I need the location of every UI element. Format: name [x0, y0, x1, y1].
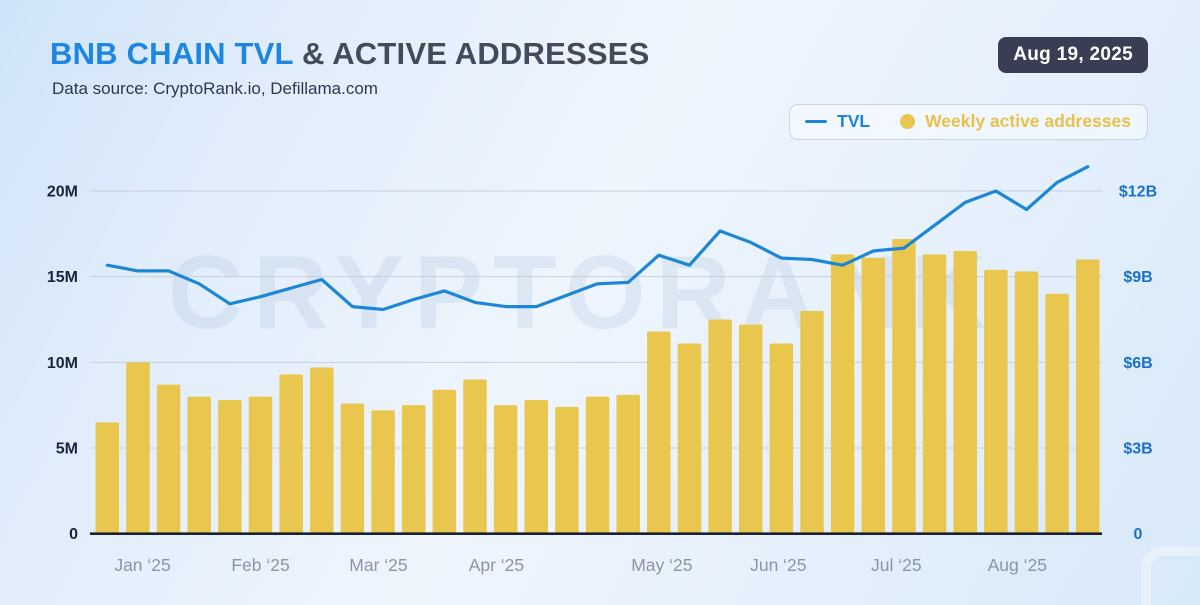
x-axis-label: Jan ‘25 — [114, 555, 170, 575]
y-axis-label-right: $6B — [1123, 355, 1152, 372]
dot-swatch-icon — [900, 114, 916, 129]
bar-weekly-active-addresses — [248, 396, 273, 534]
bar-weekly-active-addresses — [340, 403, 365, 534]
bar-weekly-active-addresses — [708, 319, 732, 534]
bar-weekly-active-addresses — [738, 324, 763, 534]
bar-weekly-active-addresses — [1045, 293, 1069, 534]
x-axis-label: May ‘25 — [631, 555, 692, 575]
legend-item-tvl[interactable]: TVL — [805, 111, 870, 132]
bar-weekly-active-addresses — [126, 362, 150, 534]
legend-item-addresses[interactable]: Weekly active addresses — [900, 111, 1131, 132]
bar-weekly-active-addresses — [861, 257, 886, 534]
x-axis-label: Apr ‘25 — [469, 555, 524, 575]
bar-weekly-active-addresses — [677, 343, 702, 534]
bar-weekly-active-addresses — [1014, 271, 1039, 534]
bar-weekly-active-addresses — [800, 310, 824, 534]
watermark-logo-icon — [1141, 546, 1200, 605]
x-axis-label: Aug ‘25 — [988, 555, 1047, 575]
bar-weekly-active-addresses — [432, 389, 457, 534]
x-axis-label: Jun ‘25 — [750, 555, 806, 575]
bar-weekly-active-addresses — [892, 238, 916, 534]
bar-weekly-active-addresses — [279, 374, 303, 534]
x-axis-label: Mar ‘25 — [349, 555, 407, 575]
bar-weekly-active-addresses — [156, 384, 181, 534]
legend-tvl-label: TVL — [837, 111, 871, 131]
y-axis-label-left: 20M — [47, 183, 78, 200]
bar-weekly-active-addresses — [493, 405, 518, 534]
chart-legend: TVL Weekly active addresses — [789, 104, 1148, 140]
y-axis-label-right: $9B — [1123, 269, 1152, 286]
bar-weekly-active-addresses — [371, 410, 395, 534]
page-title-secondary: & ACTIVE ADDRESSES — [301, 36, 650, 71]
bar-weekly-active-addresses — [585, 396, 610, 534]
bar-weekly-active-addresses — [401, 405, 426, 534]
y-axis-label-right: 0 — [1134, 526, 1143, 543]
bar-weekly-active-addresses — [922, 254, 947, 534]
y-axis-label-left: 5M — [56, 441, 78, 458]
y-axis-label-left: 15M — [47, 269, 78, 286]
bar-weekly-active-addresses — [1076, 259, 1100, 534]
bar-weekly-active-addresses — [647, 331, 671, 534]
x-axis-label: Feb ‘25 — [231, 555, 289, 575]
date-badge: Aug 19, 2025 — [998, 37, 1148, 73]
y-axis-label-right: $3B — [1123, 441, 1152, 458]
bar-weekly-active-addresses — [616, 394, 640, 534]
bar-weekly-active-addresses — [95, 422, 120, 534]
y-axis-label-right: $12B — [1119, 183, 1157, 200]
tvl-line — [105, 165, 1090, 312]
bar-weekly-active-addresses — [463, 379, 487, 534]
y-axis-label-left: 0 — [69, 526, 78, 543]
bar-weekly-active-addresses — [524, 400, 549, 534]
bar-weekly-active-addresses — [310, 367, 334, 534]
page-title: BNB CHAIN TVL & ACTIVE ADDRESSES — [50, 36, 650, 72]
legend-addresses-label: Weekly active addresses — [925, 111, 1131, 131]
bar-weekly-active-addresses — [187, 396, 211, 534]
bar-weekly-active-addresses — [953, 250, 977, 534]
x-axis-label: Jul ‘25 — [871, 555, 922, 575]
bar-weekly-active-addresses — [218, 400, 242, 534]
y-axis-label-left: 10M — [47, 355, 78, 372]
line-swatch-icon — [805, 119, 827, 124]
bar-weekly-active-addresses — [984, 269, 1008, 534]
bar-weekly-active-addresses — [769, 343, 794, 534]
data-source-subtitle: Data source: CryptoRank.io, Defillama.co… — [52, 79, 378, 98]
bar-weekly-active-addresses — [555, 406, 579, 534]
page-title-primary: BNB CHAIN TVL — [50, 36, 294, 71]
bar-weekly-active-addresses — [830, 254, 855, 534]
